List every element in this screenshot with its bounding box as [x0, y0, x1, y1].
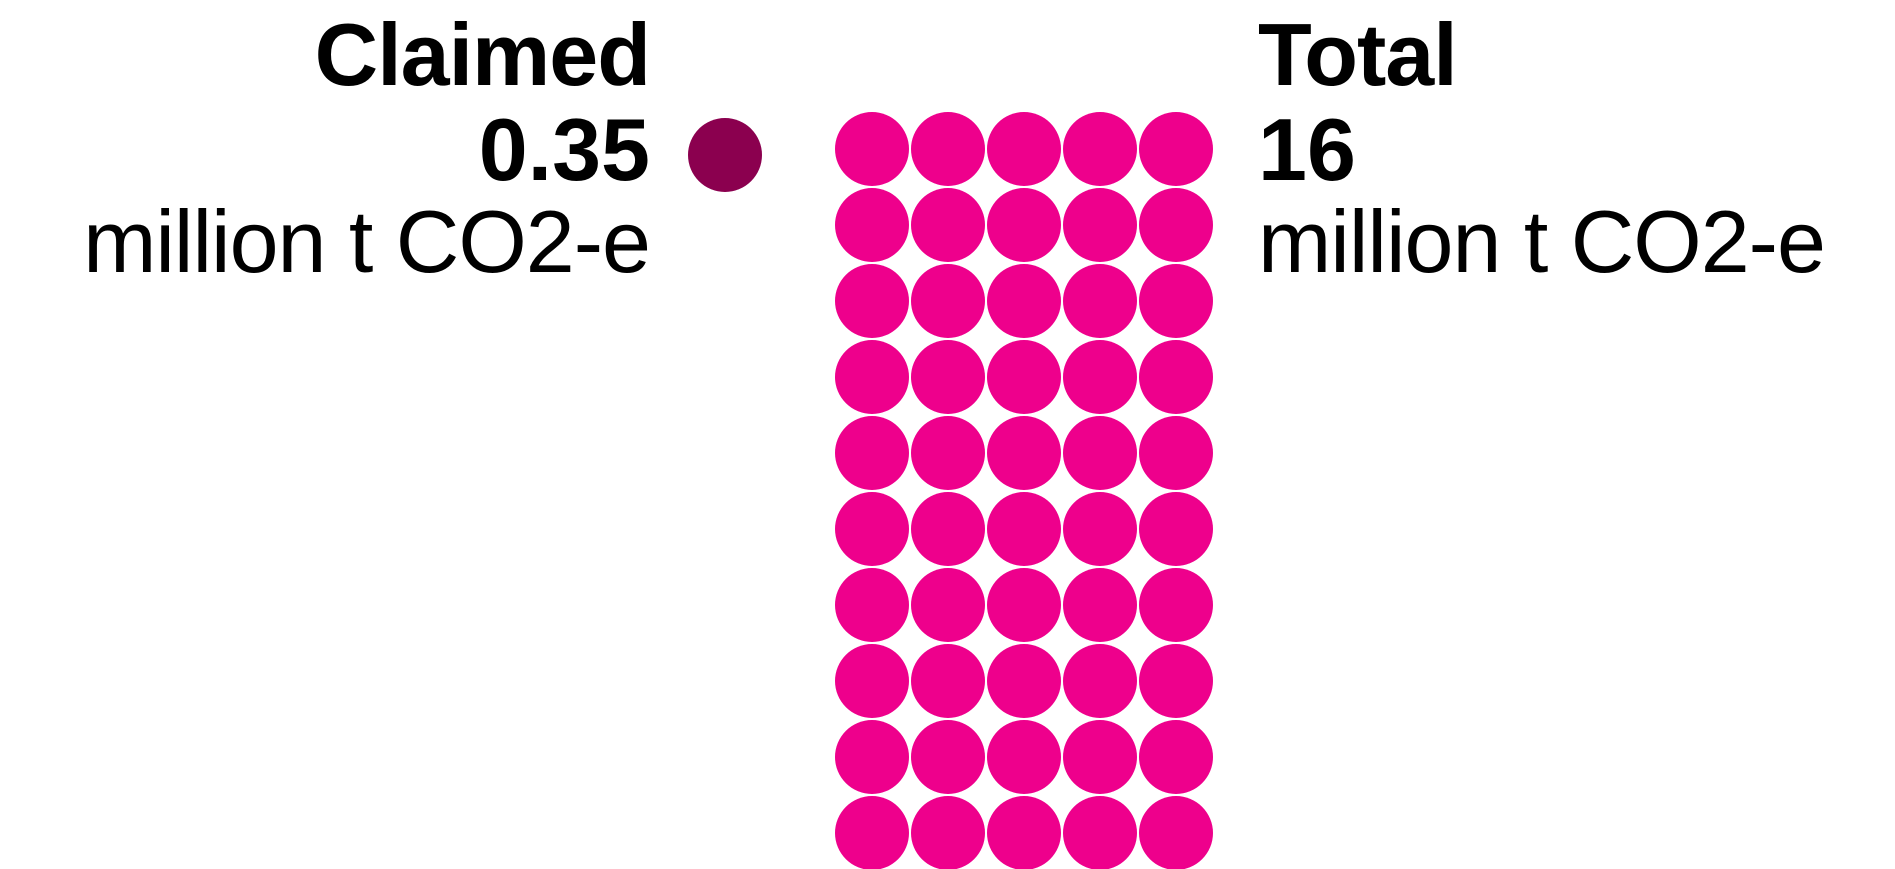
total-dot: [1139, 264, 1213, 338]
total-dot: [987, 568, 1061, 642]
total-dot: [911, 492, 985, 566]
total-dot: [835, 568, 909, 642]
total-dot: [1063, 188, 1137, 262]
total-dot: [987, 796, 1061, 869]
claimed-value: 0.35: [478, 100, 650, 199]
total-dot: [1063, 720, 1137, 794]
total-dot: [987, 492, 1061, 566]
total-dot: [987, 644, 1061, 718]
claimed-dot: [688, 118, 762, 192]
total-dot: [1139, 644, 1213, 718]
total-dot: [1139, 188, 1213, 262]
total-value: 16: [1258, 100, 1356, 199]
total-dot: [1063, 264, 1137, 338]
total-dot: [1139, 568, 1213, 642]
total-dot: [987, 340, 1061, 414]
total-dot: [911, 340, 985, 414]
total-dot: [1139, 796, 1213, 869]
total-dot: [835, 264, 909, 338]
total-dot: [835, 644, 909, 718]
total-dot: [911, 188, 985, 262]
total-dot: [835, 340, 909, 414]
total-dot: [987, 720, 1061, 794]
total-dot: [1139, 340, 1213, 414]
total-dot: [987, 416, 1061, 490]
total-dot: [911, 416, 985, 490]
total-dot: [911, 112, 985, 186]
claimed-label-block: Claimed 0.35 million t CO2-e: [83, 5, 651, 291]
total-dot: [1063, 112, 1137, 186]
total-dot: [1063, 416, 1137, 490]
total-dot: [1063, 340, 1137, 414]
total-heading: Total: [1258, 5, 1458, 104]
total-dot: [835, 112, 909, 186]
claimed-heading: Claimed: [314, 5, 651, 104]
total-label-block: Total 16 million t CO2-e: [1258, 5, 1826, 291]
total-dot: [835, 720, 909, 794]
total-dot: [1063, 644, 1137, 718]
total-dot: [835, 188, 909, 262]
total-dot: [911, 644, 985, 718]
total-dot: [1139, 112, 1213, 186]
total-dot: [1139, 416, 1213, 490]
total-dot: [911, 568, 985, 642]
total-dot: [1139, 720, 1213, 794]
total-dot: [987, 188, 1061, 262]
total-dot: [1063, 796, 1137, 869]
total-dot: [835, 416, 909, 490]
claimed-unit: million t CO2-e: [83, 192, 651, 291]
total-dot: [1063, 568, 1137, 642]
total-dot: [911, 264, 985, 338]
total-dot: [911, 720, 985, 794]
total-dot: [1063, 492, 1137, 566]
total-dot: [911, 796, 985, 869]
total-dot: [987, 264, 1061, 338]
total-dot: [835, 492, 909, 566]
total-unit: million t CO2-e: [1258, 192, 1826, 291]
total-dot: [987, 112, 1061, 186]
total-dot: [1139, 492, 1213, 566]
total-dot: [835, 796, 909, 869]
